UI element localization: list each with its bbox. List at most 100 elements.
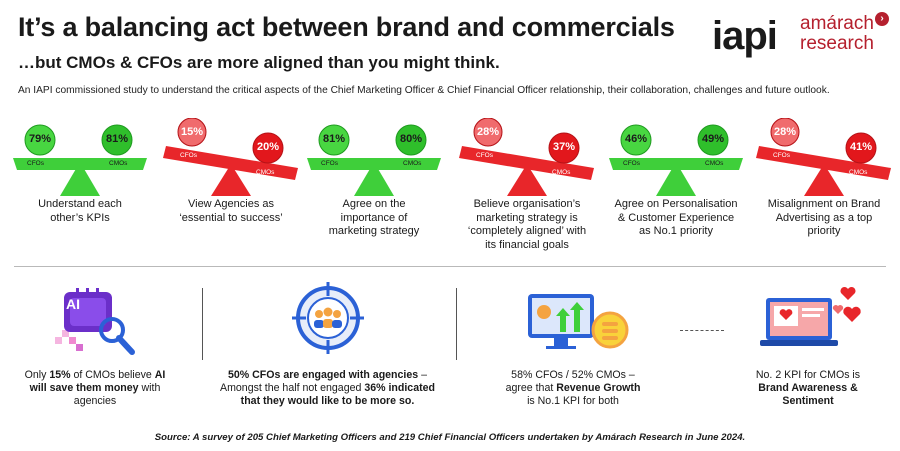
cfo-label: CFOs xyxy=(180,152,197,159)
caption-line: Believe organisation’s xyxy=(473,198,581,210)
cmo-value: 37% xyxy=(552,141,576,153)
caption-text: Amongst the half not engaged xyxy=(220,382,365,394)
caption-highlight: Brand Awareness & xyxy=(758,382,858,394)
brand-caption: No. 2 KPI for CMOs is Brand Awareness & … xyxy=(728,369,888,408)
cmo-label: CMOs xyxy=(849,169,868,176)
ai-caption: Only 15% of CMOs believe AI will save th… xyxy=(14,369,176,408)
caption-highlight: Sentiment xyxy=(782,395,834,407)
vertical-separator xyxy=(202,288,203,360)
cmo-label: CMOs xyxy=(109,160,128,167)
scale-caption: Agree on the importance of marketing str… xyxy=(299,198,449,239)
cmo-label: CMOs xyxy=(256,169,275,176)
section-divider xyxy=(14,266,886,267)
caption-text: Only xyxy=(24,369,50,381)
cfo-label: CFOs xyxy=(623,160,640,167)
cmo-value: 20% xyxy=(256,141,280,153)
caption-line: its financial goals xyxy=(485,238,569,251)
scale-kpis: 79% 81% CFOs CMOs Understand each other’… xyxy=(5,118,155,268)
caption-line: Advertising as a top xyxy=(775,211,873,224)
caption-text: with xyxy=(138,382,161,394)
caption-text: 58% CFOs / 52% CMOs – xyxy=(511,369,635,381)
caption-line: priority xyxy=(807,225,841,237)
scale-caption: Misalignment on Brand Advertising as a t… xyxy=(749,198,899,239)
cfo-label: CFOs xyxy=(321,160,338,167)
cfo-value: 28% xyxy=(773,126,797,138)
cfo-value: 28% xyxy=(476,126,500,138)
balance-scale-icon xyxy=(307,124,441,196)
caption-line: Agree on Personalisation xyxy=(614,198,738,210)
caption-line: & Customer Experience xyxy=(617,211,735,224)
caption-line: View Agencies as xyxy=(187,198,275,210)
caption-line: ‘completely aligned’ with xyxy=(467,225,587,237)
scale-brand-advertising: 28% 41% CFOs CMOs Misalignment on Brand … xyxy=(749,118,899,268)
scale-caption: View Agencies as ‘essential to success’ xyxy=(156,198,306,225)
caption-highlight: 15% xyxy=(49,369,71,381)
cmo-value: 80% xyxy=(399,133,423,145)
cfo-label: CFOs xyxy=(476,152,493,159)
ai-chip-icon xyxy=(55,288,135,355)
balance-scale-icon xyxy=(13,124,147,196)
caption-line: marketing strategy xyxy=(328,225,420,237)
cmo-label: CMOs xyxy=(403,160,422,167)
scale-caption: Understand each other’s KPIs xyxy=(5,198,155,225)
target-people-icon xyxy=(292,282,364,354)
cfo-label: CFOs xyxy=(27,160,44,167)
caption-text: of CMOs believe xyxy=(70,369,155,381)
cfo-value: 81% xyxy=(322,133,346,145)
scale-alignment: 28% 37% CFOs CMOs Believe organisation’s… xyxy=(452,118,602,268)
caption-highlight: that they would like to be more so. xyxy=(240,395,415,407)
amarach-logo-line1: amárach xyxy=(800,13,874,34)
cmo-value: 41% xyxy=(849,141,873,153)
cfo-value: 46% xyxy=(624,133,648,145)
balance-scale-icon xyxy=(163,118,298,196)
ai-icon-label: AI xyxy=(66,296,80,312)
cmo-value: 81% xyxy=(105,133,129,145)
laptop-hearts-icon xyxy=(760,286,861,346)
cmo-label: CMOs xyxy=(552,169,571,176)
revenue-caption: 58% CFOs / 52% CMOs – agree that Revenue… xyxy=(468,369,678,408)
cmo-value: 49% xyxy=(701,133,725,145)
agency-caption: 50% CFOs are engaged with agencies – Amo… xyxy=(205,369,450,408)
caption-text: is No.1 KPI for both xyxy=(527,395,619,407)
balance-scale-icon xyxy=(459,118,594,196)
iapi-logo: iapi xyxy=(712,14,778,58)
scale-personalisation: 46% 49% CFOs CMOs Agree on Personalisati… xyxy=(601,118,751,268)
caption-highlight: Revenue Growth xyxy=(556,382,641,394)
source-note: Source: A survey of 205 Chief Marketing … xyxy=(154,432,746,443)
caption-line: other’s KPIs xyxy=(50,211,110,224)
scale-strategy: 81% 80% CFOs CMOs Agree on the importanc… xyxy=(299,118,449,268)
amarach-arrow-icon: › xyxy=(875,12,889,26)
cmo-label: CMOs xyxy=(705,160,724,167)
amarach-logo-line2: research xyxy=(800,33,874,54)
study-description: An IAPI commissioned study to understand… xyxy=(18,85,830,96)
cfo-value: 15% xyxy=(180,126,204,138)
scale-caption: Believe organisation’s marketing strateg… xyxy=(452,198,602,252)
caption-line: Misalignment on Brand xyxy=(767,198,881,210)
cfo-label: CFOs xyxy=(773,152,790,159)
caption-line: Agree on the xyxy=(342,198,406,210)
caption-highlight: AI xyxy=(154,369,166,381)
page-title: It’s a balancing act between brand and c… xyxy=(18,12,675,42)
caption-text: No. 2 KPI for CMOs is xyxy=(755,369,861,381)
caption-line: Understand each xyxy=(38,198,122,210)
scale-caption: Agree on Personalisation & Customer Expe… xyxy=(601,198,751,239)
amarach-logo: › amárach research xyxy=(800,12,890,54)
vertical-separator xyxy=(456,288,457,360)
caption-text: – xyxy=(418,369,427,381)
caption-text: agencies xyxy=(73,395,117,407)
caption-text: agree that xyxy=(505,382,557,394)
caption-highlight: 36% indicated xyxy=(364,382,435,394)
caption-highlight: 50% CFOs are engaged with agencies xyxy=(227,369,419,381)
cfo-value: 79% xyxy=(28,133,52,145)
caption-line: importance of xyxy=(340,211,408,224)
caption-line: as No.1 priority xyxy=(639,225,713,237)
dashed-connector xyxy=(680,330,724,331)
balance-scale-icon xyxy=(756,118,891,196)
scale-agencies: 15% 20% CFOs CMOs View Agencies as ‘esse… xyxy=(156,118,306,268)
caption-line: ‘essential to success’ xyxy=(179,211,283,224)
revenue-growth-icon xyxy=(528,294,629,349)
page-subtitle: …but CMOs & CFOs are more aligned than y… xyxy=(18,53,500,72)
caption-line: marketing strategy is xyxy=(476,211,578,224)
caption-highlight: will save them money xyxy=(29,382,139,394)
